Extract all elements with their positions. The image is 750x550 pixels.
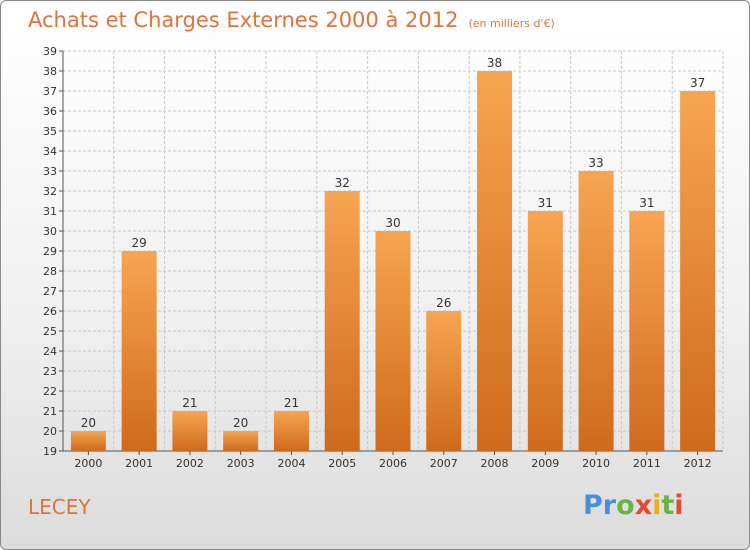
bar-value-label: 21: [284, 396, 299, 410]
y-tick-label: 33: [43, 165, 57, 178]
bar: [70, 431, 106, 451]
bar-value-label: 31: [538, 196, 553, 210]
bar-value-label: 29: [132, 236, 147, 250]
y-tick-label: 31: [43, 205, 57, 218]
bar-value-label: 30: [385, 216, 400, 230]
y-tick-label: 35: [43, 125, 57, 138]
x-tick-label: 2001: [125, 457, 153, 470]
y-tick-label: 27: [43, 285, 57, 298]
chart-subtitle: (en milliers d'€): [468, 17, 555, 30]
chart-title-text: Achats et Charges Externes 2000 à 2012: [28, 8, 459, 32]
bar-value-label: 21: [182, 396, 197, 410]
bar-value-label: 31: [639, 196, 654, 210]
bar-value-label: 20: [233, 416, 248, 430]
x-tick-label: 2009: [531, 457, 559, 470]
bar: [680, 91, 716, 451]
y-tick-label: 28: [43, 265, 57, 278]
bar: [121, 251, 157, 451]
y-tick-label: 22: [43, 385, 57, 398]
bar: [375, 231, 411, 451]
y-tick-label: 19: [43, 445, 57, 458]
x-tick-label: 2002: [176, 457, 204, 470]
x-tick-label: 2000: [74, 457, 102, 470]
town-name: LECEY: [28, 495, 91, 519]
labels: 19 20 21 22 23 24 25 26 27 28 29 30 31 32 33 34 35 36 37 38…: [43, 45, 712, 470]
x-tick-label: 2004: [277, 457, 305, 470]
bars: [70, 71, 716, 451]
x-tick-label: 2008: [481, 457, 509, 470]
bar: [477, 71, 513, 451]
x-tick-label: 2011: [633, 457, 661, 470]
bar-value-label: 38: [487, 56, 502, 70]
y-tick-label: 39: [43, 45, 57, 58]
y-tick-label: 26: [43, 305, 57, 318]
bar-value-label: 33: [588, 156, 603, 170]
x-tick-label: 2012: [684, 457, 712, 470]
bar: [172, 411, 208, 451]
chart-title: Achats et Charges Externes 2000 à 2012 (e…: [28, 8, 555, 32]
y-tick-label: 23: [43, 365, 57, 378]
y-tick-label: 36: [43, 105, 57, 118]
x-tick-label: 2010: [582, 457, 610, 470]
bar-value-label: 37: [690, 76, 705, 90]
x-tick-label: 2006: [379, 457, 407, 470]
y-tick-label: 34: [43, 145, 57, 158]
bar-value-label: 32: [335, 176, 350, 190]
y-tick-label: 30: [43, 225, 57, 238]
bar-value-label: 26: [436, 296, 451, 310]
y-tick-label: 32: [43, 185, 57, 198]
bar-value-label: 20: [81, 416, 96, 430]
y-tick-label: 25: [43, 325, 57, 338]
x-tick-label: 2005: [328, 457, 356, 470]
x-tick-label: 2007: [430, 457, 458, 470]
proxiti-logo: Proxiti: [583, 490, 684, 521]
bar: [527, 211, 563, 451]
bar: [426, 311, 462, 451]
y-tick-label: 24: [43, 345, 57, 358]
y-tick-label: 37: [43, 85, 57, 98]
y-tick-label: 29: [43, 245, 57, 258]
y-tick-label: 20: [43, 425, 57, 438]
bar: [578, 171, 614, 451]
bar: [223, 431, 259, 451]
x-tick-label: 2003: [227, 457, 255, 470]
bar: [629, 211, 665, 451]
bar: [324, 191, 360, 451]
y-tick-label: 38: [43, 65, 57, 78]
bar: [273, 411, 309, 451]
y-tick-label: 21: [43, 405, 57, 418]
